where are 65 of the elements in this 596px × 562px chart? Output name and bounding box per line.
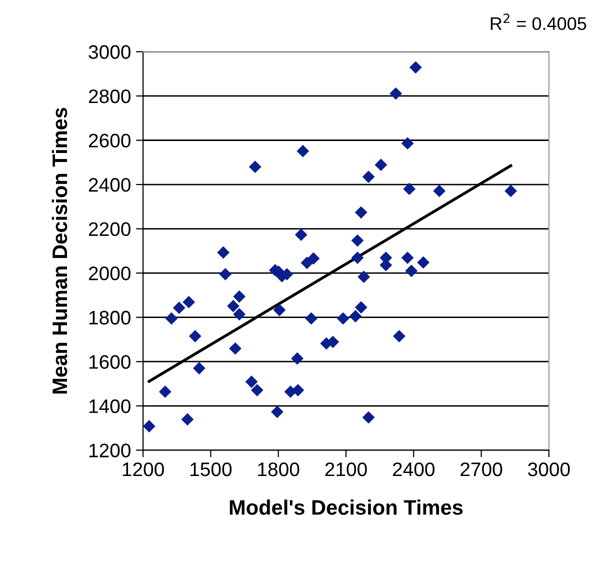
point: [250, 384, 264, 396]
x-tick-label: 2400: [392, 462, 434, 476]
point: [233, 308, 246, 320]
y-tick-label: 1200: [89, 444, 130, 458]
point: [181, 413, 194, 426]
point: [219, 268, 232, 280]
point: [296, 144, 310, 158]
point: [417, 256, 430, 269]
x-tick-label: 2100: [325, 462, 367, 476]
point: [291, 352, 304, 365]
point: [403, 182, 416, 196]
y-tick-label: 2800: [88, 89, 130, 104]
point: [172, 302, 186, 314]
y-tick-label: 3000: [88, 45, 130, 59]
point: [351, 234, 364, 247]
point: [401, 252, 414, 264]
point: [192, 362, 206, 374]
x-tick-label: 1800: [258, 462, 300, 476]
point: [358, 270, 370, 284]
point: [351, 252, 364, 264]
point: [362, 170, 375, 183]
point: [158, 386, 172, 398]
point: [294, 228, 308, 241]
y-tick-label: 1600: [89, 355, 130, 369]
point: [165, 312, 178, 325]
point: [229, 342, 242, 355]
point: [504, 184, 518, 198]
point: [245, 376, 258, 388]
point: [307, 252, 320, 265]
y-tick-label: 2600: [88, 134, 130, 148]
point: [401, 137, 414, 150]
x-axis-title: Model's Decision Times: [230, 500, 463, 515]
point: [374, 158, 388, 172]
y-tick-label: 1400: [89, 399, 130, 414]
point: [182, 296, 196, 308]
point: [354, 206, 368, 219]
point: [273, 304, 286, 316]
y-tick-label: 1800: [89, 310, 130, 325]
y-tick-label: 2200: [88, 222, 130, 236]
point: [143, 420, 156, 432]
point: [188, 330, 202, 342]
point: [217, 246, 230, 259]
point: [248, 160, 262, 174]
point: [409, 61, 422, 74]
point: [270, 406, 284, 418]
point: [233, 290, 246, 303]
point: [433, 184, 446, 198]
point: [390, 87, 402, 100]
y-tick-label: 2400: [88, 178, 130, 192]
point: [392, 330, 406, 342]
point: [354, 301, 368, 314]
point: [349, 310, 362, 322]
point: [336, 312, 350, 325]
text: R$^{2}$ = 0.4005: [490, 14, 586, 30]
x-tick-label: 1200: [122, 462, 164, 476]
x-tick-label: 2700: [460, 462, 502, 476]
point: [362, 411, 375, 424]
x-tick-label: 1500: [190, 462, 232, 476]
x-tick-label: 3000: [528, 462, 570, 476]
point: [305, 312, 318, 325]
point: [405, 264, 418, 278]
point: [227, 300, 240, 312]
point: [300, 256, 314, 270]
y-tick-label: 2000: [88, 266, 130, 280]
y-axis-title: Mean Human Decision Times: [52, 108, 68, 394]
